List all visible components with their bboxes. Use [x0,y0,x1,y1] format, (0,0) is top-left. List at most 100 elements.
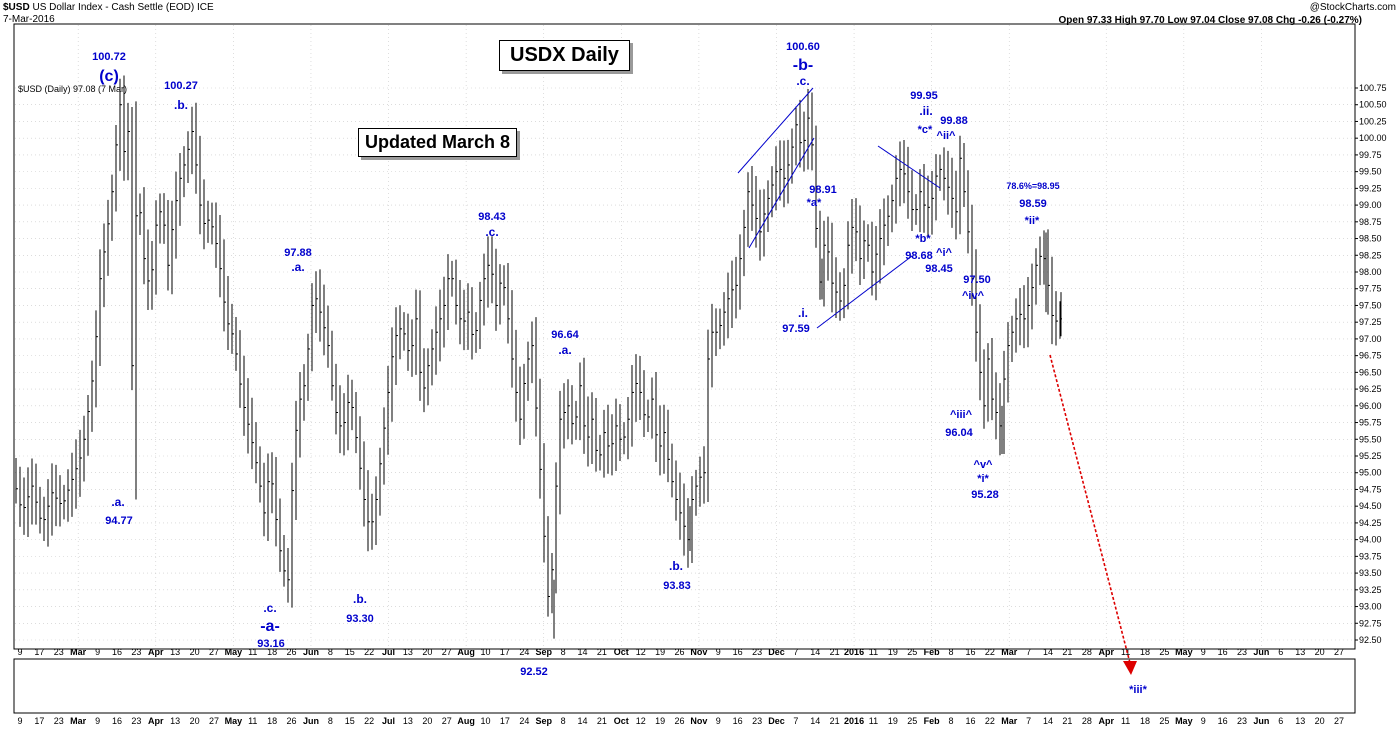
ohlc-bars [15,75,1062,639]
x-tick-label: May [225,716,243,726]
wave-label: 78.6%=98.95 [1006,181,1059,191]
wave-label: 92.52 [520,666,548,678]
wave-label: 93.30 [346,613,374,625]
x-tick-label: 20 [190,716,200,726]
y-tick-label: 92.75 [1359,618,1382,628]
x-tick-label: 25 [1159,716,1169,726]
x-tick-label: 16 [112,716,122,726]
x-tick-label: Mar [1001,647,1018,657]
wave-label: -a- [260,618,280,635]
x-tick-label: 21 [1062,647,1072,657]
x-tick-label: 16 [1218,647,1228,657]
x-tick-label: 8 [949,647,954,657]
x-tick-label: Apr [1098,647,1114,657]
projection-arrowhead [1123,661,1137,675]
wave-label: ^iii^ [950,409,973,421]
x-tick-label: 7 [793,647,798,657]
x-tick-label: Apr [148,716,164,726]
x-tick-label: Aug [457,647,475,657]
x-tick-label: 9 [95,647,100,657]
x-tick-label: 9 [1201,716,1206,726]
x-tick-label: 16 [1218,716,1228,726]
x-tick-label: 15 [345,647,355,657]
wave-label: 93.16 [257,638,285,650]
x-tick-label: Dec [768,647,785,657]
y-tick-label: 97.25 [1359,317,1382,327]
wave-label: .b. [174,98,188,112]
wave-label: .a. [558,343,571,357]
wave-label: 97.50 [963,274,991,286]
y-tick-label: 95.75 [1359,418,1382,428]
x-tick-label: 16 [733,716,743,726]
y-tick-label: 94.50 [1359,501,1382,511]
wave-label: 100.60 [786,41,820,53]
x-tick-label: 16 [112,647,122,657]
x-tick-label: 27 [209,716,219,726]
wave-label: 98.91 [809,184,837,196]
x-tick-label: 9 [1201,647,1206,657]
wave-label: 97.88 [284,247,312,259]
x-tick-label: Mar [70,716,87,726]
x-tick-label: Jun [303,716,319,726]
x-tick-label: 12 [636,647,646,657]
y-tick-label: 98.25 [1359,250,1382,260]
x-tick-label: 9 [17,716,22,726]
wave-label: *c* [918,124,933,136]
wave-label: 100.27 [164,80,198,92]
x-tick-label: 14 [1043,647,1053,657]
x-tick-label: 19 [655,716,665,726]
x-tick-label: 17 [500,647,510,657]
wave-label: *i* [977,473,989,485]
wave-label: -b- [793,57,813,74]
x-tick-label: Oct [614,647,629,657]
y-tick-label: 94.75 [1359,484,1382,494]
y-tick-label: 93.75 [1359,551,1382,561]
x-tick-label: 15 [345,716,355,726]
x-tick-label: Jun [1253,716,1269,726]
x-tick-label: 8 [949,716,954,726]
wave-label: .c. [263,601,276,615]
x-tick-label: 27 [1334,716,1344,726]
x-tick-label: 14 [810,716,820,726]
x-tick-label: 18 [1140,716,1150,726]
x-tick-label: 9 [95,716,100,726]
y-tick-label: 93.00 [1359,602,1382,612]
x-tick-label: 26 [674,716,684,726]
x-tick-label: 23 [131,716,141,726]
x-tick-label: May [1175,647,1193,657]
x-tick-label: 24 [519,647,529,657]
x-tick-label: 20 [1315,647,1325,657]
updated-box: Updated March 8 [358,128,518,157]
y-tick-label: 100.00 [1359,133,1387,143]
x-tick-label: 20 [422,647,432,657]
x-tick-label: 6 [1278,647,1283,657]
x-tick-label: 27 [442,647,452,657]
x-tick-label: Apr [1098,716,1114,726]
x-tick-label: 11 [248,716,257,726]
x-tick-label: 20 [1315,716,1325,726]
y-tick-label: 98.50 [1359,234,1382,244]
x-tick-label: 21 [597,647,607,657]
wave-label: .c. [485,225,498,239]
x-tick-label: 14 [578,647,588,657]
x-tick-label: 9 [716,716,721,726]
x-tick-label: 16 [965,647,975,657]
wave-label: ^i^ [936,247,952,259]
wave-label: 100.72 [92,51,126,63]
x-tick-label: Jun [1253,647,1269,657]
legend-text: $USD (Daily) 97.08 (7 Mar) [18,84,128,94]
x-tick-label: 18 [267,716,277,726]
x-tick-label: 14 [578,716,588,726]
price-panel-frame [13,23,1356,650]
wave-label: .a. [291,260,304,274]
chart-date: 7-Mar-2016 [3,14,55,25]
x-tick-label: 11 [1121,647,1130,657]
x-tick-label: 19 [655,647,665,657]
x-tick-label: Sep [535,716,552,726]
x-tick-label: 27 [209,647,219,657]
x-tick-label: 24 [519,716,529,726]
wave-label: *iii* [1129,684,1147,696]
y-tick-label: 100.75 [1359,83,1387,93]
x-tick-label: 21 [830,716,840,726]
x-tick-label: Feb [924,647,941,657]
